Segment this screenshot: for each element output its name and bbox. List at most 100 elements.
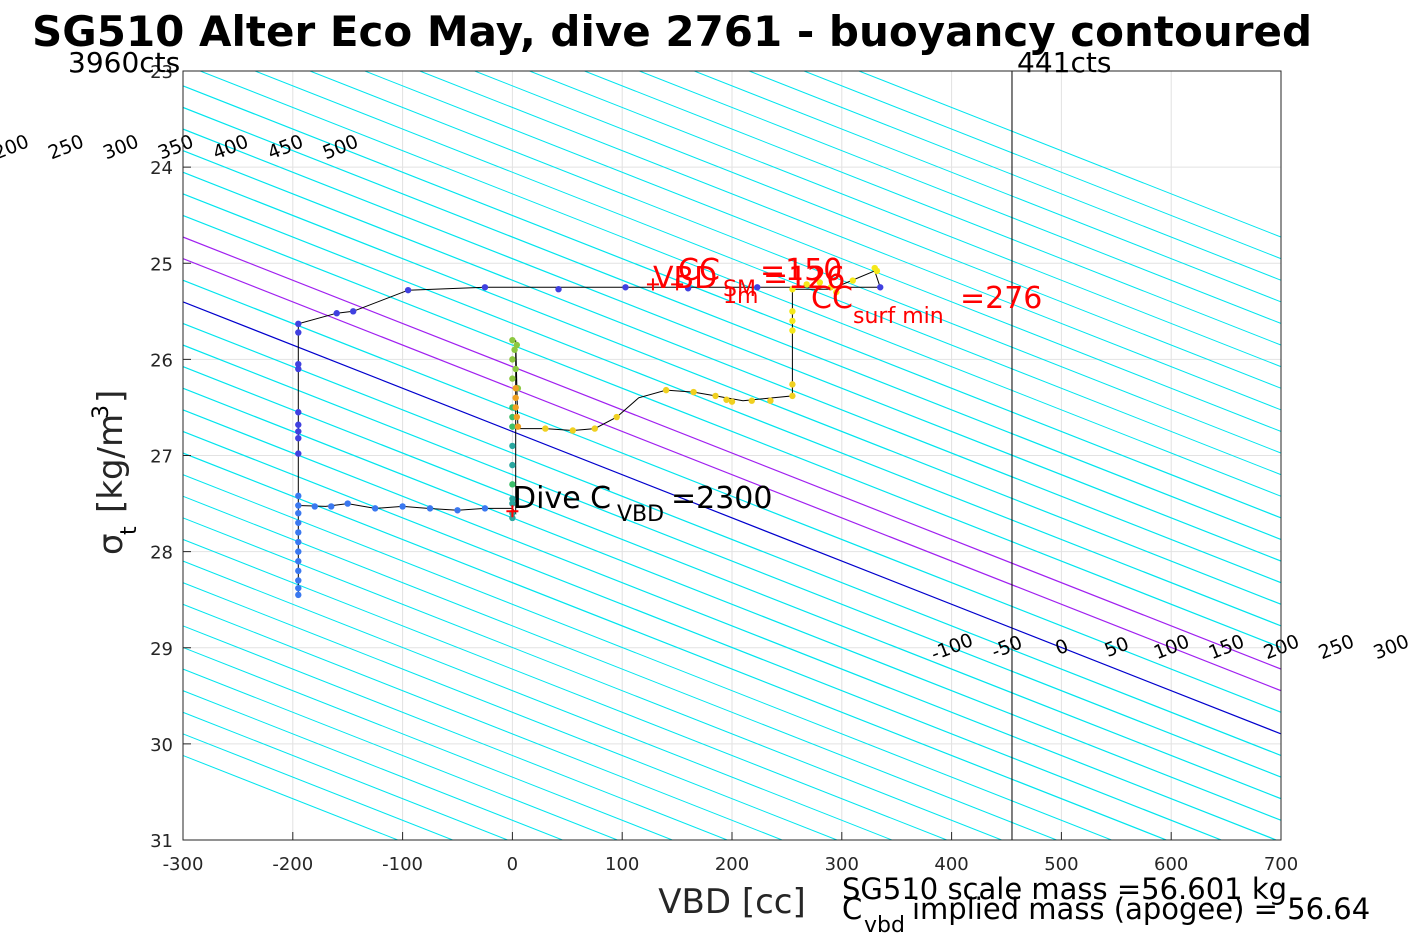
data-point	[399, 503, 406, 510]
data-point	[509, 481, 516, 488]
data-point	[873, 267, 881, 275]
contour-line	[183, 344, 1281, 778]
data-point	[827, 284, 835, 291]
y-axis-label: σ t [kg/m 3 ]	[89, 390, 142, 555]
data-point	[295, 434, 302, 442]
cc-surf-min-annotation: CC surf min =276	[811, 281, 1042, 329]
x-tick-label: 300	[825, 854, 859, 875]
y-tick-label: 29	[150, 639, 173, 660]
data-point	[509, 442, 516, 450]
x-axis-ticks: -300 -200 -100 0 100 200 300 400 500 600 700	[163, 832, 1298, 875]
data-point	[591, 425, 598, 432]
contour-line	[858, 71, 1281, 238]
y-tick-label: 30	[150, 735, 173, 756]
data-point	[509, 461, 516, 469]
data-point	[513, 341, 520, 349]
contour-line	[748, 71, 1281, 281]
data-points	[295, 264, 884, 599]
data-point	[333, 310, 340, 317]
contour-line	[183, 214, 1281, 649]
x-tick-label: 200	[715, 854, 749, 875]
x-tick-label: 600	[1154, 854, 1188, 875]
data-point	[509, 423, 516, 430]
data-point	[512, 365, 519, 373]
data-point	[728, 398, 736, 405]
data-point	[723, 396, 730, 403]
red-markers	[506, 278, 684, 518]
contour-line	[694, 71, 1281, 303]
svg-text:1m: 1m	[723, 284, 758, 309]
data-point	[295, 577, 302, 584]
cc-annotation: CC =150	[678, 253, 842, 288]
contour-label: 250	[45, 131, 87, 165]
contour-line	[183, 690, 563, 840]
data-point	[295, 428, 302, 435]
svg-text:Dive C: Dive C	[513, 481, 611, 516]
y-tick-label: 27	[150, 447, 173, 468]
svg-text:[kg/m: [kg/m	[91, 414, 131, 513]
svg-text:=126: =126	[763, 261, 845, 296]
contour-line	[183, 668, 618, 840]
contour-line	[183, 560, 893, 840]
contour-line	[183, 85, 1281, 519]
data-point	[789, 308, 796, 315]
data-point	[542, 425, 549, 432]
data-point	[481, 284, 489, 291]
contour-line	[183, 625, 728, 840]
y-tick-label: 26	[150, 350, 173, 371]
mass-footer: SG510 scale mass =56.601 kg C vbd implie…	[842, 872, 1370, 938]
contour-line	[309, 71, 1281, 454]
data-point	[767, 397, 774, 404]
data-point	[295, 492, 302, 500]
contour-line	[183, 582, 838, 840]
contour-line	[183, 538, 947, 840]
svg-text:C: C	[842, 892, 862, 926]
contour-line	[183, 646, 673, 840]
data-point	[684, 285, 692, 292]
vbd-sm-annotation: VBD SM 1m =126	[653, 261, 845, 309]
dive-cvbd-annotation: Dive C VBD =2300	[513, 481, 772, 527]
y-axis-ticks: 23 24 25 26 27 28 29 30 31	[150, 62, 191, 852]
contour-label: 250	[1316, 630, 1358, 664]
data-point	[662, 386, 670, 394]
contour-line	[639, 71, 1281, 325]
contour-line	[474, 71, 1281, 389]
data-point	[509, 514, 516, 522]
chart-title: SG510 Alter Eco May, dive 2761 - buoyanc…	[32, 7, 1312, 56]
contour-line	[584, 71, 1281, 346]
data-point	[509, 356, 516, 363]
y-tick-label: 24	[150, 158, 173, 179]
data-point	[833, 288, 840, 296]
contour-line	[183, 128, 1281, 562]
svg-text:σ: σ	[91, 533, 131, 555]
contour-line	[364, 71, 1281, 433]
contour-line	[419, 71, 1281, 411]
data-point	[803, 281, 810, 288]
x-tick-label: -300	[163, 854, 204, 875]
data-point	[295, 558, 302, 565]
data-point	[511, 346, 518, 353]
data-point	[512, 385, 519, 392]
red-plus-marker	[646, 278, 659, 291]
svg-text:implied mass (apogee) = 56.64: implied mass (apogee) = 56.64	[912, 892, 1370, 926]
y-tick-label: 28	[150, 543, 173, 564]
data-point	[295, 360, 302, 368]
x-tick-label: 100	[605, 854, 639, 875]
x-tick-label: 500	[1044, 854, 1078, 875]
contour-line	[183, 322, 1281, 757]
svg-text:=276: =276	[960, 281, 1042, 316]
data-point	[295, 548, 302, 555]
data-point	[513, 413, 520, 421]
svg-text:CC: CC	[678, 253, 720, 288]
contour-line	[183, 495, 1057, 840]
data-point	[295, 509, 302, 517]
svg-text:CC: CC	[811, 281, 853, 316]
svg-text:VBD: VBD	[653, 261, 717, 296]
data-point	[295, 502, 302, 509]
data-point	[349, 308, 357, 315]
contour-line	[183, 387, 1281, 821]
svg-text:surf min: surf min	[853, 304, 944, 329]
data-point	[789, 286, 796, 293]
data-point	[748, 397, 755, 404]
contour-line	[183, 171, 1281, 605]
